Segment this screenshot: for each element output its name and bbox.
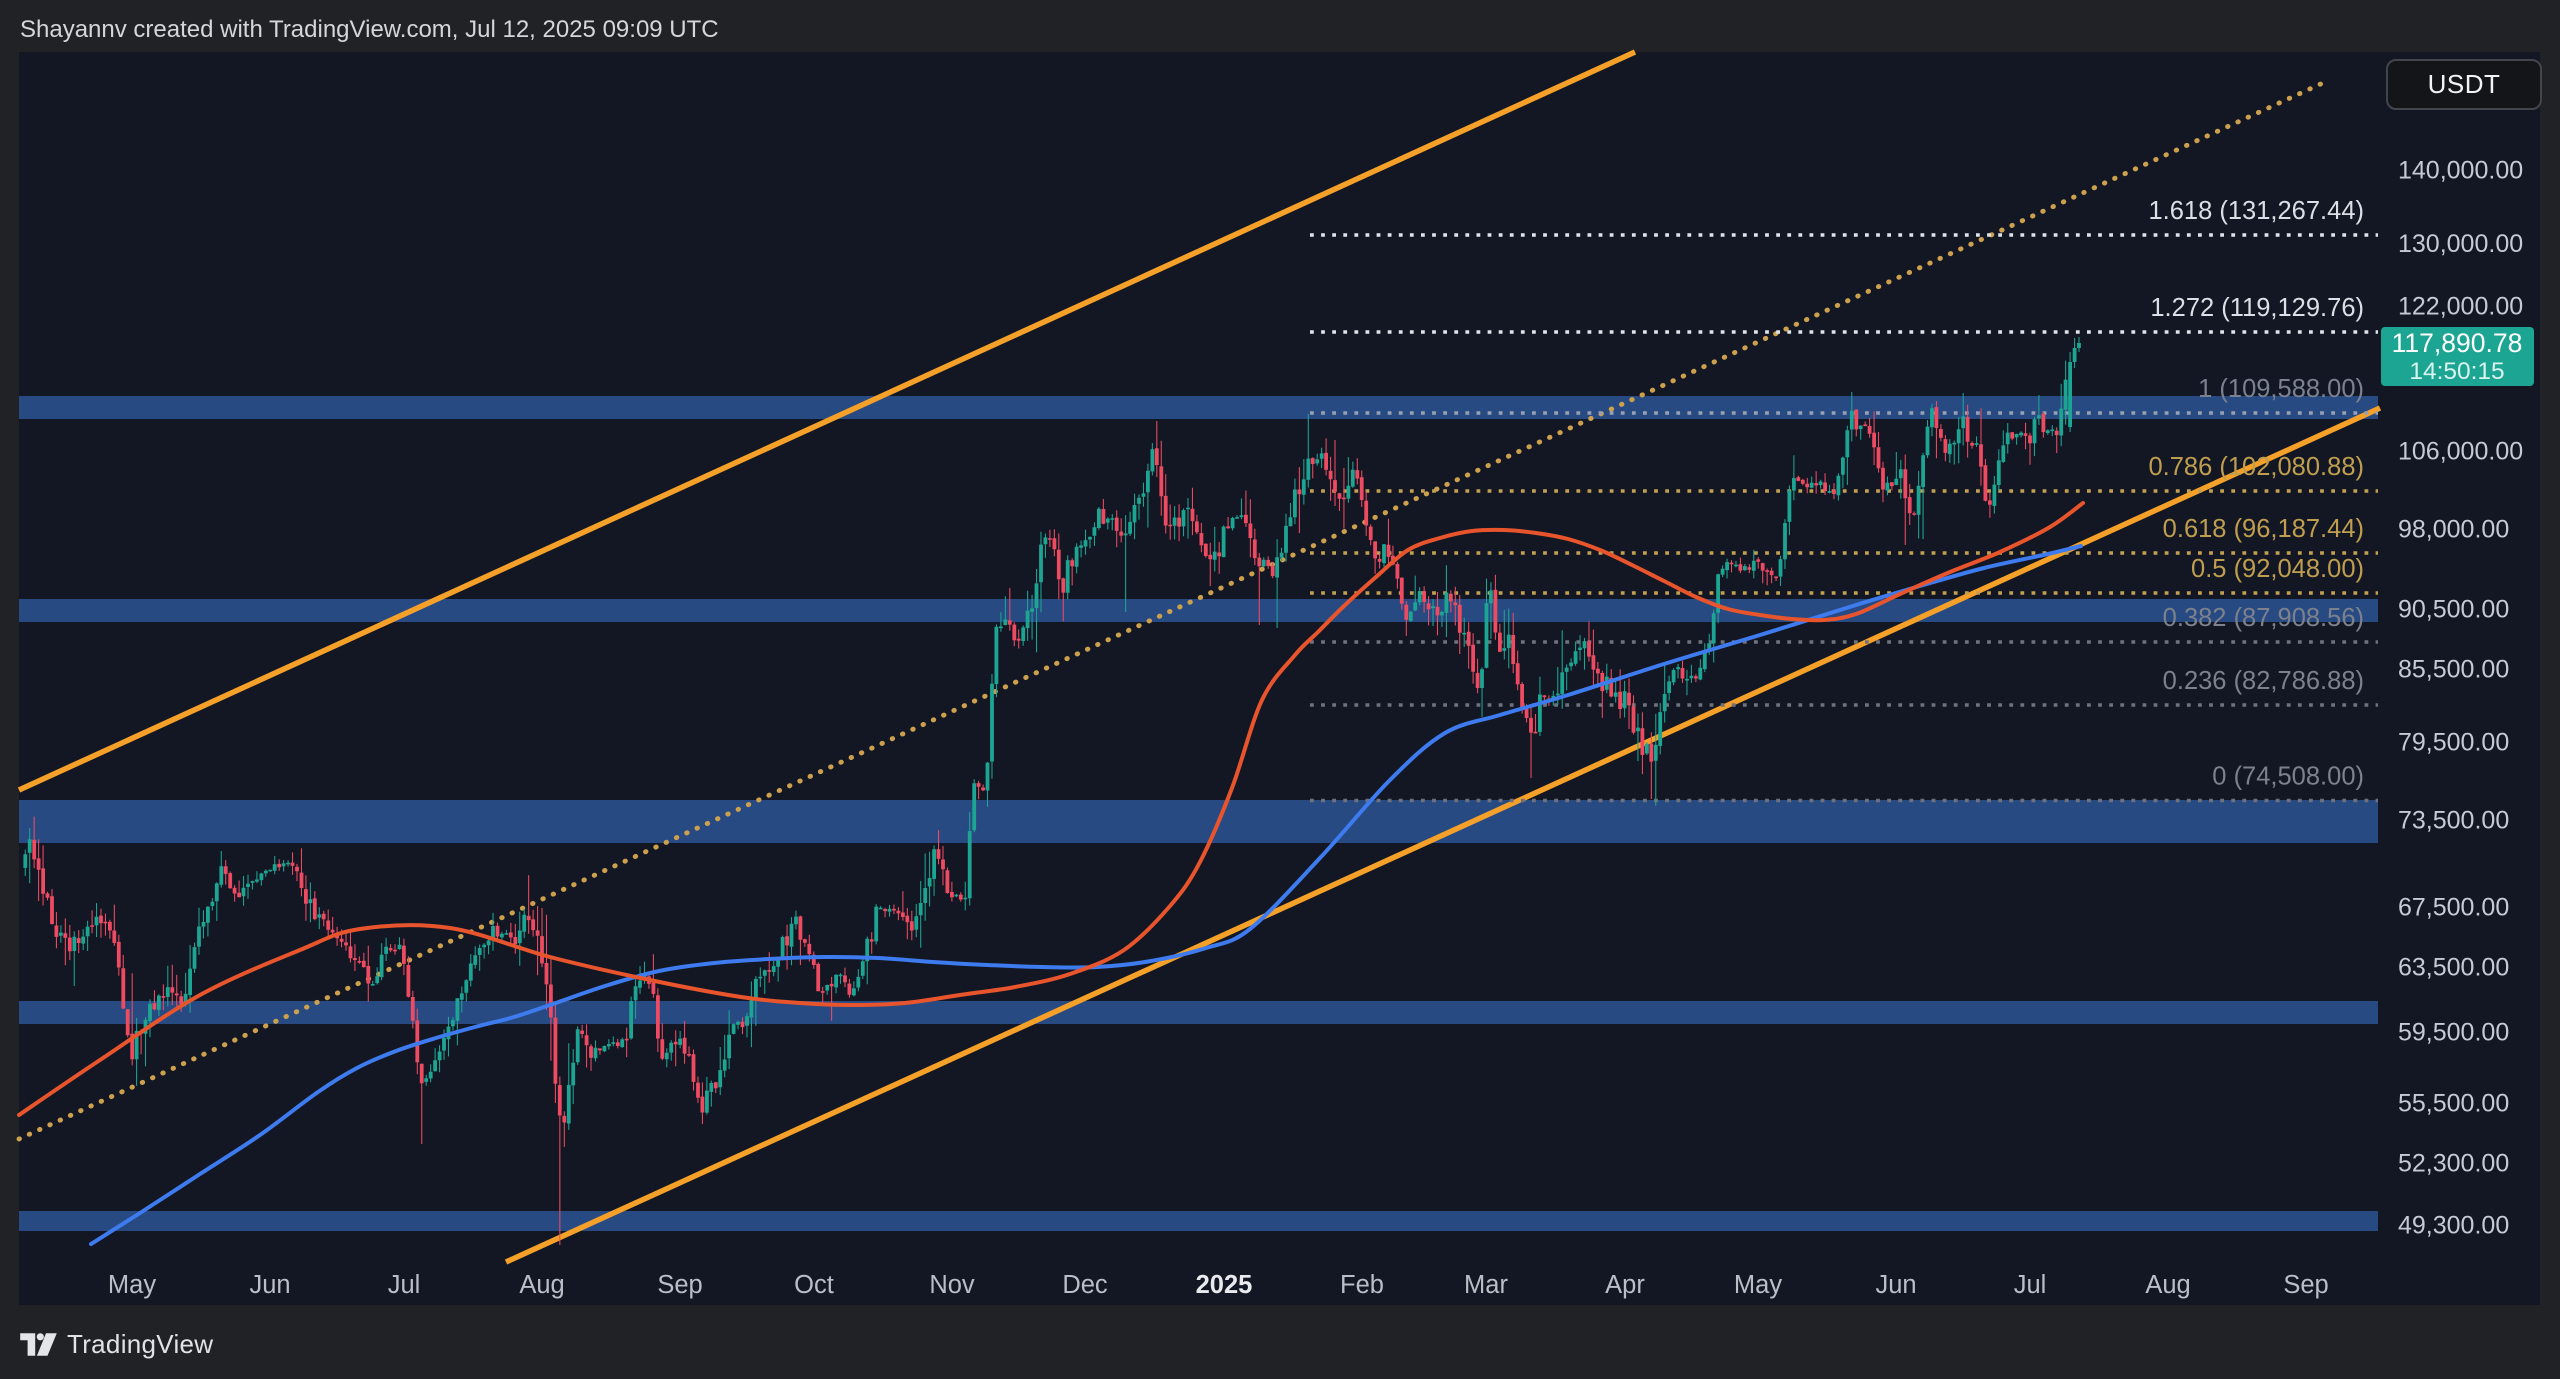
svg-text:130,000.00: 130,000.00 <box>2398 230 2523 258</box>
svg-text:Sep: Sep <box>657 1271 702 1299</box>
svg-text:1.272 (119,129.76): 1.272 (119,129.76) <box>2150 294 2364 322</box>
svg-text:0.236 (82,786.88): 0.236 (82,786.88) <box>2163 667 2364 695</box>
svg-text:May: May <box>1734 1271 1782 1299</box>
svg-text:73,500.00: 73,500.00 <box>2398 807 2509 835</box>
svg-text:52,300.00: 52,300.00 <box>2398 1150 2509 1178</box>
svg-text:0.786 (102,080.88): 0.786 (102,080.88) <box>2148 453 2364 481</box>
svg-text:Oct: Oct <box>794 1271 834 1299</box>
svg-text:May: May <box>108 1271 156 1299</box>
svg-text:Jun: Jun <box>1875 1271 1916 1299</box>
svg-text:122,000.00: 122,000.00 <box>2398 293 2523 321</box>
svg-text:Jun: Jun <box>249 1271 290 1299</box>
svg-text:2025: 2025 <box>1196 1271 1253 1299</box>
svg-text:59,500.00: 59,500.00 <box>2398 1019 2509 1047</box>
svg-text:Sep: Sep <box>2283 1271 2328 1299</box>
svg-text:1.618 (131,267.44): 1.618 (131,267.44) <box>2148 197 2364 225</box>
svg-text:Aug: Aug <box>519 1271 564 1299</box>
svg-text:0.618 (96,187.44): 0.618 (96,187.44) <box>2163 515 2364 543</box>
svg-text:90,500.00: 90,500.00 <box>2398 596 2509 624</box>
svg-text:98,000.00: 98,000.00 <box>2398 516 2509 544</box>
svg-text:79,500.00: 79,500.00 <box>2398 729 2509 757</box>
svg-text:0.5 (92,048.00): 0.5 (92,048.00) <box>2191 555 2364 583</box>
svg-text:1 (109,588.00): 1 (109,588.00) <box>2198 375 2364 403</box>
svg-text:67,500.00: 67,500.00 <box>2398 894 2509 922</box>
svg-text:85,500.00: 85,500.00 <box>2398 656 2509 684</box>
svg-text:0 (74,508.00): 0 (74,508.00) <box>2212 763 2364 791</box>
svg-text:0.382 (87,908.56): 0.382 (87,908.56) <box>2163 604 2364 632</box>
svg-text:14:50:15: 14:50:15 <box>2409 358 2504 385</box>
svg-text:Apr: Apr <box>1605 1271 1645 1299</box>
svg-text:Feb: Feb <box>1340 1271 1384 1299</box>
svg-text:49,300.00: 49,300.00 <box>2398 1212 2509 1240</box>
svg-text:Jul: Jul <box>388 1271 421 1299</box>
svg-text:Mar: Mar <box>1464 1271 1508 1299</box>
svg-text:106,000.00: 106,000.00 <box>2398 438 2523 466</box>
svg-text:140,000.00: 140,000.00 <box>2398 157 2523 185</box>
svg-text:Aug: Aug <box>2145 1271 2190 1299</box>
svg-text:117,890.78: 117,890.78 <box>2392 328 2523 358</box>
svg-text:55,500.00: 55,500.00 <box>2398 1090 2509 1118</box>
svg-text:63,500.00: 63,500.00 <box>2398 954 2509 982</box>
svg-text:Dec: Dec <box>1062 1271 1108 1299</box>
svg-text:Nov: Nov <box>929 1271 975 1299</box>
svg-text:Jul: Jul <box>2014 1271 2047 1299</box>
